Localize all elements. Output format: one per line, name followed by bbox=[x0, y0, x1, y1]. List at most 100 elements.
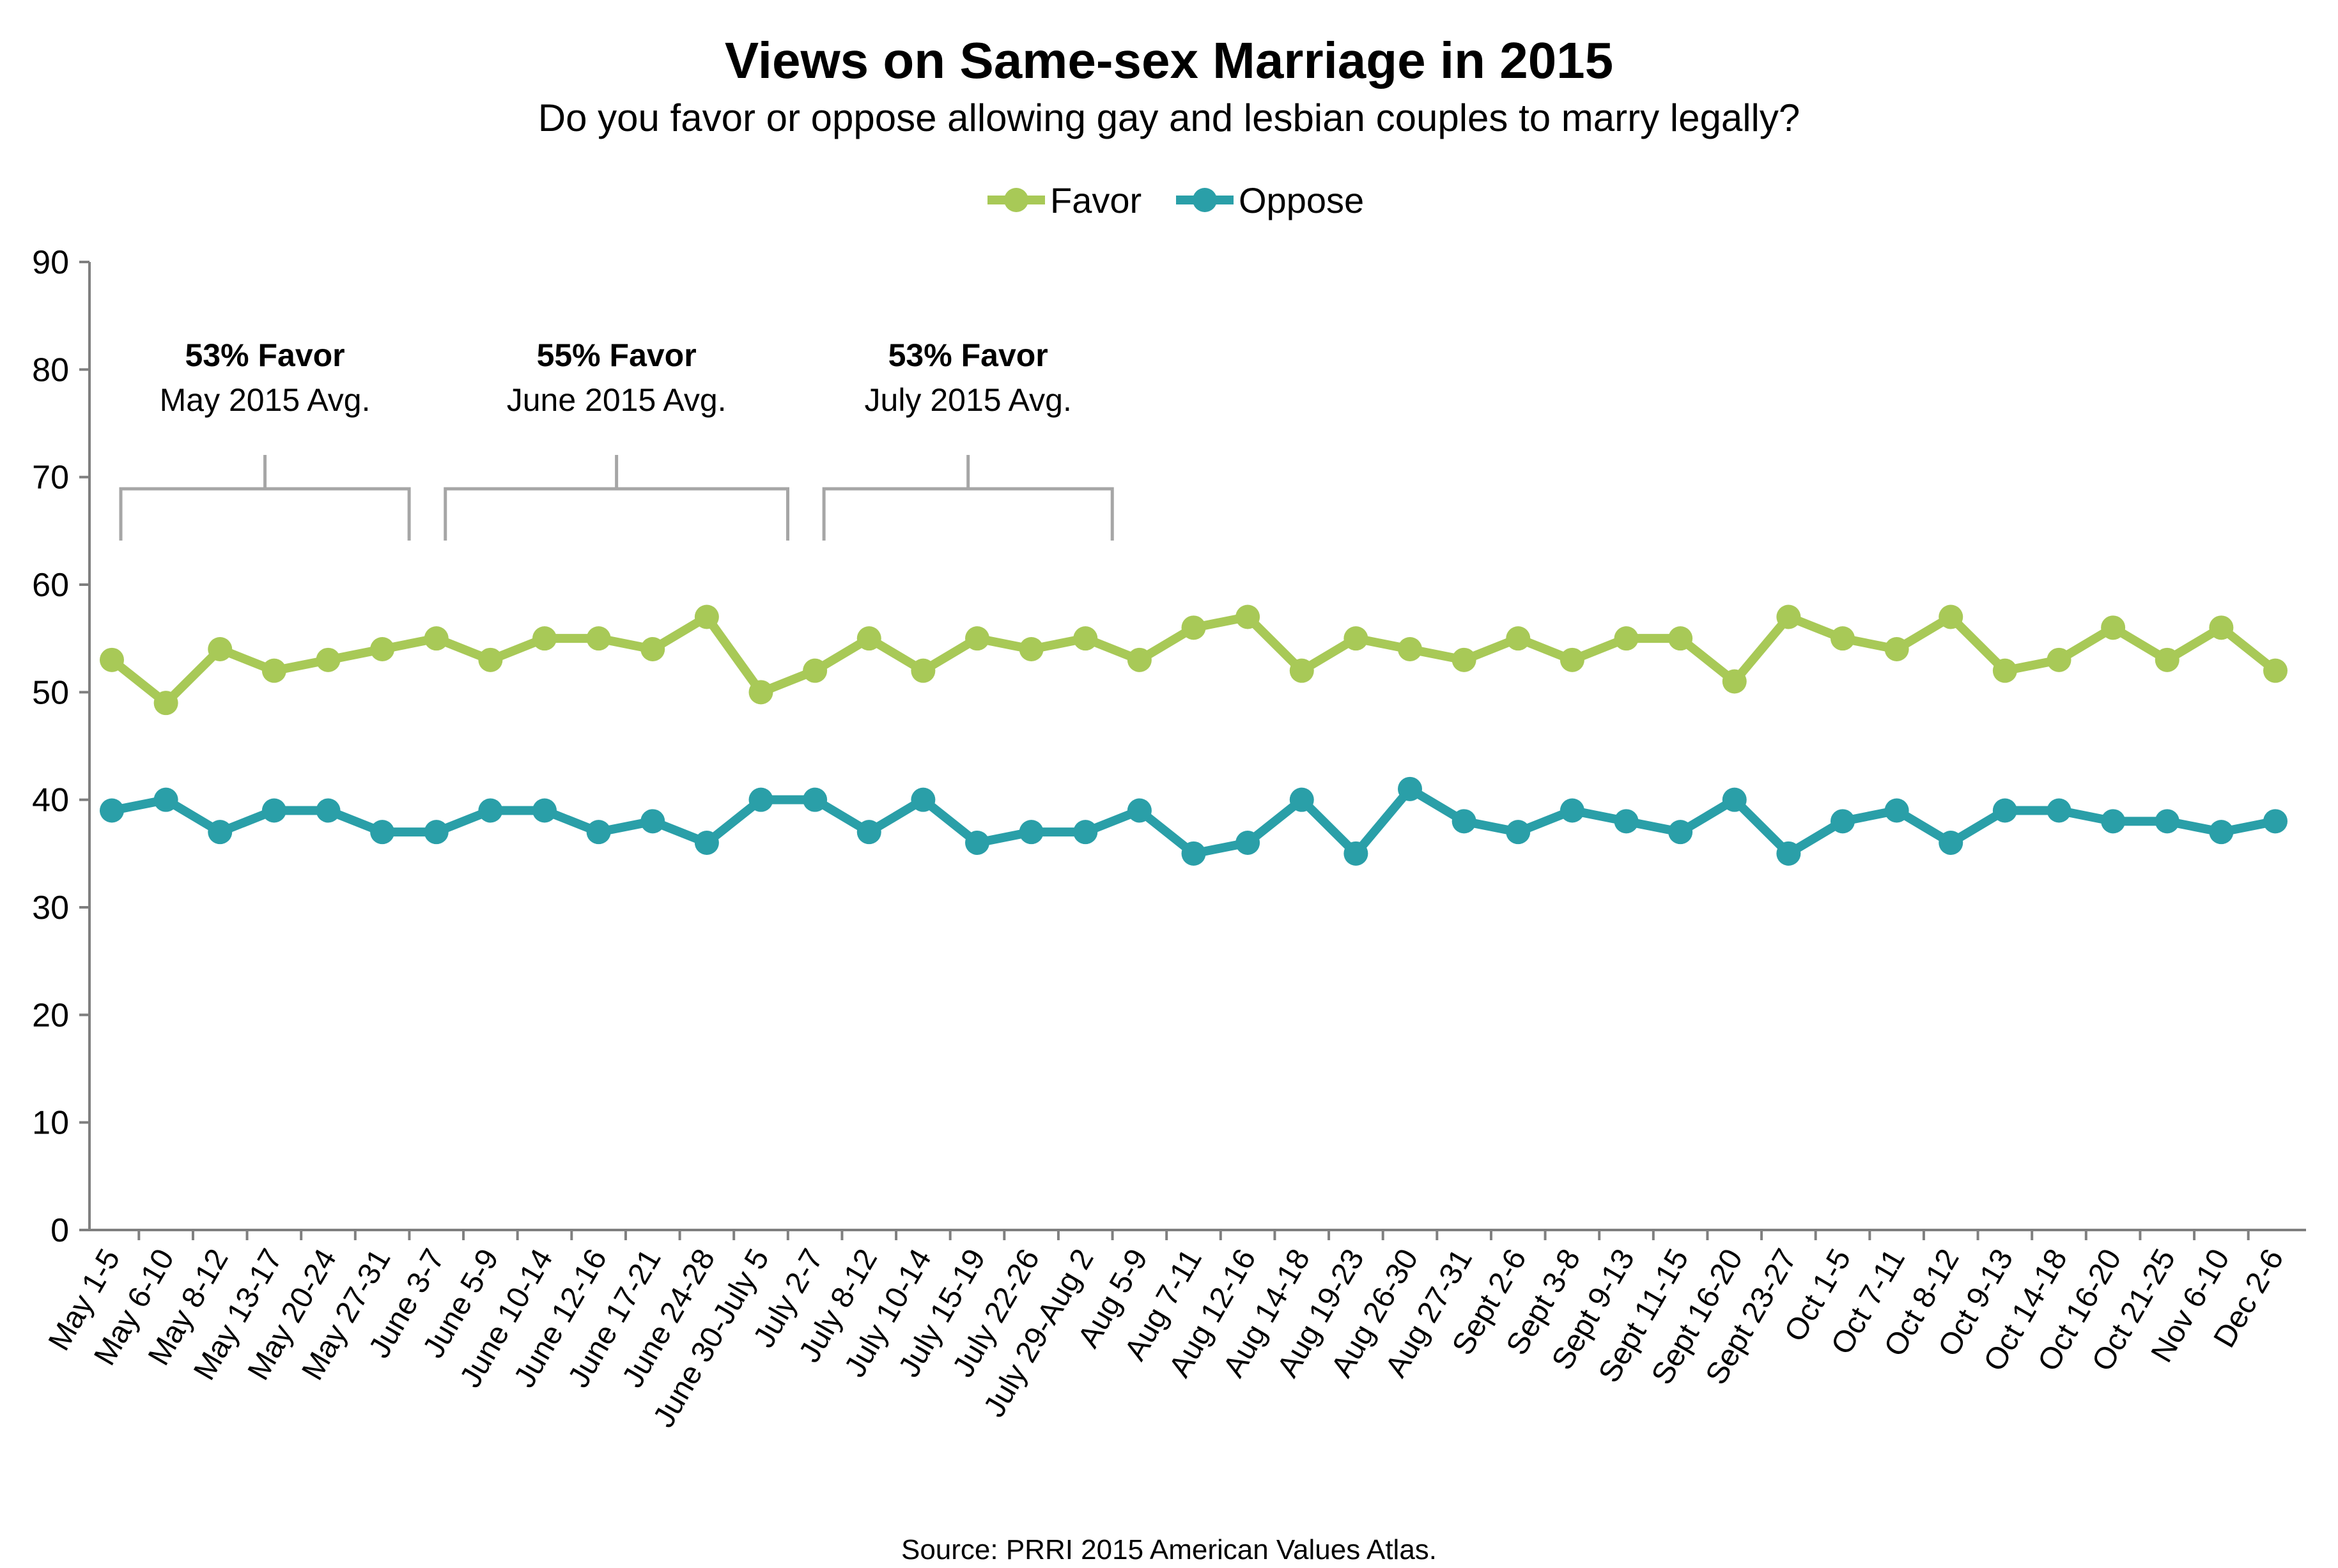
data-point-oppose bbox=[2263, 809, 2288, 834]
data-point-favor bbox=[153, 691, 178, 716]
annotation-bracket bbox=[119, 487, 411, 541]
data-point-favor bbox=[100, 647, 124, 672]
annotation-subline: June 2015 Avg. bbox=[507, 382, 727, 418]
y-tick-label: 70 bbox=[32, 459, 69, 496]
data-point-favor bbox=[1181, 615, 1206, 640]
legend-label: Oppose bbox=[1239, 180, 1364, 220]
data-point-oppose bbox=[532, 798, 557, 823]
data-point-oppose bbox=[1452, 809, 1476, 834]
data-point-favor bbox=[1398, 637, 1422, 661]
data-point-oppose bbox=[100, 798, 124, 823]
data-point-favor bbox=[1776, 604, 1801, 629]
data-point-oppose bbox=[1776, 841, 1801, 866]
data-point-favor bbox=[208, 637, 233, 661]
data-point-favor bbox=[694, 604, 719, 629]
data-point-favor bbox=[803, 658, 828, 683]
data-point-oppose bbox=[1560, 798, 1584, 823]
data-point-favor bbox=[424, 626, 449, 651]
y-tick-label: 50 bbox=[32, 674, 69, 711]
legend-swatch-marker bbox=[1193, 188, 1217, 212]
data-point-favor bbox=[1668, 626, 1693, 651]
data-point-oppose bbox=[1181, 841, 1206, 866]
data-point-favor bbox=[478, 647, 503, 672]
data-point-favor bbox=[1884, 637, 1909, 661]
legend-label: Favor bbox=[1050, 180, 1142, 220]
annotation-subline: July 2015 Avg. bbox=[865, 382, 1072, 418]
data-point-oppose bbox=[261, 798, 286, 823]
annotation-group: 53% Favor July 2015 Avg. bbox=[822, 337, 1114, 541]
data-point-favor bbox=[1506, 626, 1531, 651]
data-point-favor bbox=[856, 626, 881, 651]
data-point-favor bbox=[2047, 647, 2071, 672]
data-point-favor bbox=[640, 637, 665, 661]
y-tick-label: 20 bbox=[32, 997, 69, 1034]
series-favor bbox=[100, 604, 2288, 716]
data-point-oppose bbox=[2101, 809, 2126, 834]
legend-swatch-marker bbox=[1004, 188, 1028, 212]
data-point-favor bbox=[965, 626, 989, 651]
data-point-favor bbox=[1289, 658, 1314, 683]
data-point-favor bbox=[1722, 669, 1747, 694]
data-point-oppose bbox=[1235, 831, 1260, 855]
data-point-favor bbox=[1614, 626, 1639, 651]
data-point-favor bbox=[1019, 637, 1044, 661]
data-point-oppose bbox=[1992, 798, 2017, 823]
annotation-headline: 55% Favor bbox=[537, 337, 697, 373]
data-point-favor bbox=[1992, 658, 2017, 683]
data-point-oppose bbox=[1614, 809, 1639, 834]
annotation-headline: 53% Favor bbox=[888, 337, 1048, 373]
data-point-oppose bbox=[748, 787, 773, 812]
data-point-favor bbox=[1452, 647, 1476, 672]
data-point-favor bbox=[1939, 604, 1963, 629]
series-layer bbox=[100, 604, 2288, 866]
annotations: 53% Favor May 2015 Avg. 55% Favor June 2015… bbox=[119, 337, 1114, 541]
chart-subtitle: Do you favor or oppose allowing gay and … bbox=[538, 96, 1800, 139]
data-point-oppose bbox=[586, 820, 611, 845]
annotation-group: 53% Favor May 2015 Avg. bbox=[119, 337, 411, 541]
data-point-favor bbox=[586, 626, 611, 651]
data-point-oppose bbox=[965, 831, 989, 855]
data-point-oppose bbox=[2155, 809, 2179, 834]
data-point-oppose bbox=[1127, 798, 1152, 823]
legend: Favor Oppose bbox=[987, 180, 1364, 220]
data-point-favor bbox=[2101, 615, 2126, 640]
data-point-oppose bbox=[1398, 776, 1422, 801]
data-point-oppose bbox=[424, 820, 449, 845]
annotation-bracket bbox=[444, 487, 789, 541]
data-point-oppose bbox=[153, 787, 178, 812]
y-tick-label: 30 bbox=[32, 889, 69, 926]
legend-item-favor: Favor bbox=[987, 180, 1142, 220]
data-point-oppose bbox=[2209, 820, 2234, 845]
data-point-oppose bbox=[1343, 841, 1368, 866]
y-tick-label: 10 bbox=[32, 1105, 69, 1142]
data-point-favor bbox=[1560, 647, 1584, 672]
data-point-favor bbox=[2263, 658, 2288, 683]
annotation-bracket bbox=[822, 487, 1114, 541]
series-oppose bbox=[100, 776, 2288, 866]
data-point-oppose bbox=[1722, 787, 1747, 812]
y-tick-label: 0 bbox=[50, 1212, 69, 1249]
data-point-oppose bbox=[856, 820, 881, 845]
data-point-oppose bbox=[911, 787, 936, 812]
data-point-oppose bbox=[2047, 798, 2071, 823]
data-point-favor bbox=[2209, 615, 2234, 640]
data-point-favor bbox=[1073, 626, 1098, 651]
legend-item-oppose: Oppose bbox=[1176, 180, 1364, 220]
data-point-favor bbox=[370, 637, 395, 661]
data-point-favor bbox=[261, 658, 286, 683]
data-point-oppose bbox=[1073, 820, 1098, 845]
data-point-favor bbox=[532, 626, 557, 651]
data-point-favor bbox=[1831, 626, 1855, 651]
data-point-favor bbox=[2155, 647, 2179, 672]
data-point-oppose bbox=[1289, 787, 1314, 812]
y-tick-label: 40 bbox=[32, 782, 69, 819]
y-tick-label: 90 bbox=[32, 244, 69, 281]
data-point-favor bbox=[748, 680, 773, 705]
data-point-favor bbox=[911, 658, 936, 683]
chart-title: Views on Same-sex Marriage in 2015 bbox=[725, 32, 1613, 89]
data-point-favor bbox=[1127, 647, 1152, 672]
data-point-oppose bbox=[694, 831, 719, 855]
data-point-oppose bbox=[478, 798, 503, 823]
data-point-oppose bbox=[1019, 820, 1044, 845]
